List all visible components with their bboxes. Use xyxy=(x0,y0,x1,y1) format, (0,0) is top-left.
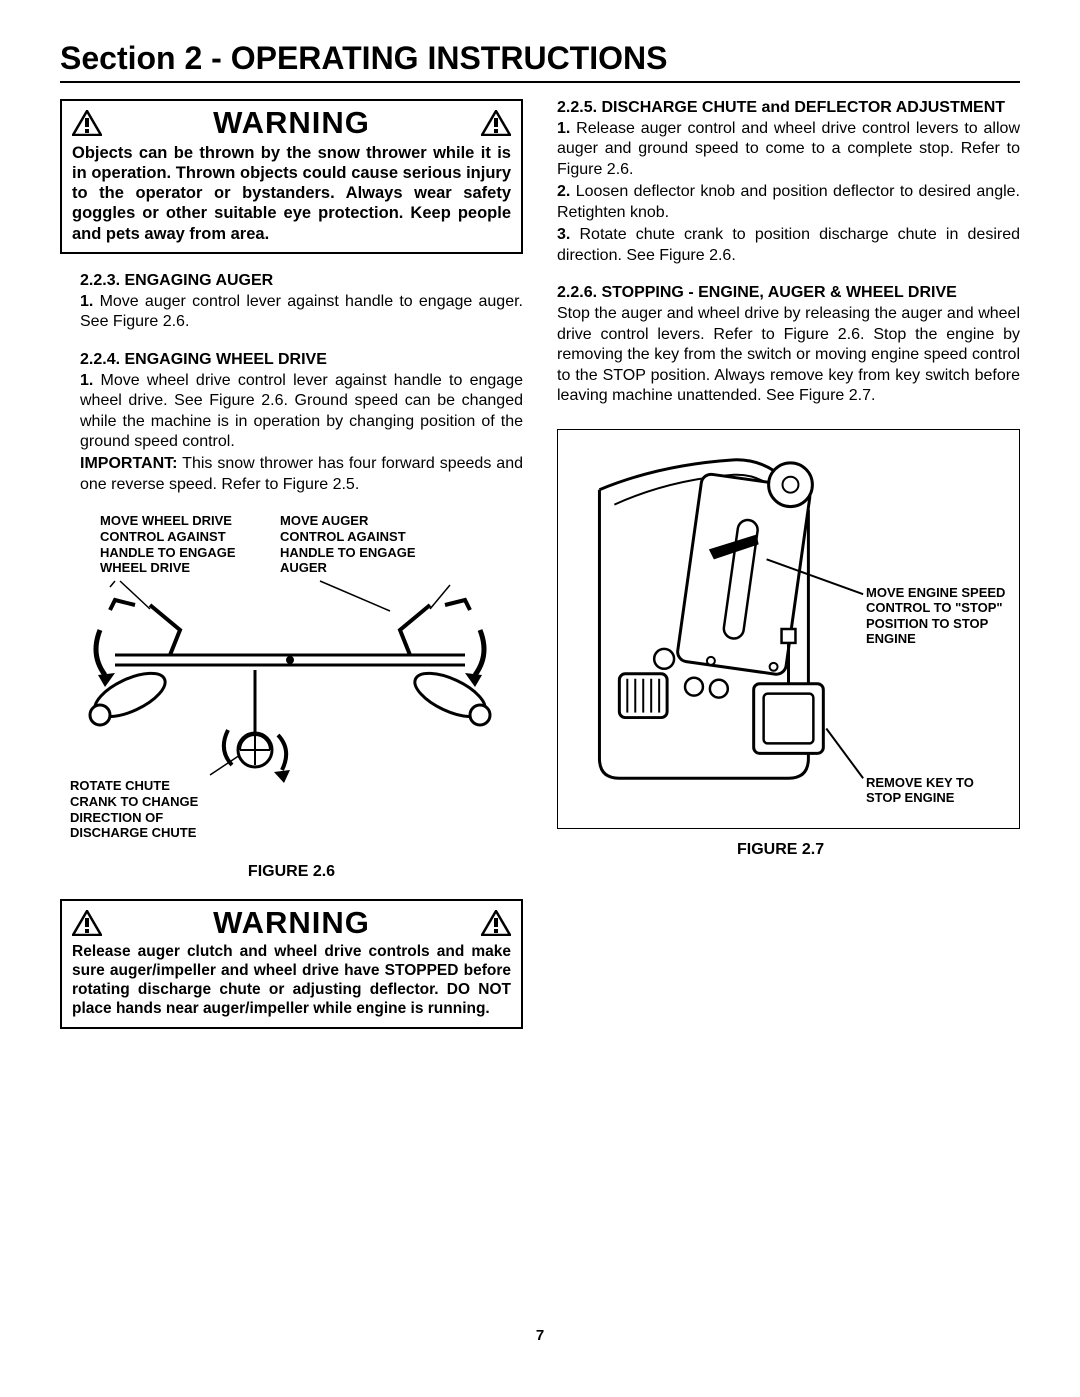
warning-box-1: WARNING Objects can be thrown by the sno… xyxy=(60,99,523,254)
warning-triangle-icon xyxy=(72,910,102,936)
para-225-3: 3. Rotate chute crank to position discha… xyxy=(557,225,1020,266)
para-text: Loosen deflector knob and position defle… xyxy=(557,183,1020,220)
figure-2-7: MOVE ENGINE SPEED CONTROL TO "STOP" POSI… xyxy=(557,429,1020,829)
warning-triangle-icon xyxy=(481,110,511,136)
right-column: 2.2.5. DISCHARGE CHUTE and DEFLECTOR ADJ… xyxy=(557,99,1020,1047)
heading-223: 2.2.3. ENGAGING AUGER xyxy=(60,272,523,290)
para-225-1: 1. Release auger control and wheel drive… xyxy=(557,119,1020,180)
important-label: IMPORTANT: xyxy=(80,455,177,472)
para-224-1: 1. Move wheel drive control lever agains… xyxy=(60,371,523,453)
heading-224: 2.2.4. ENGAGING WHEEL DRIVE xyxy=(60,351,523,369)
callout-auger: MOVE AUGER CONTROL AGAINST HANDLE TO ENG… xyxy=(280,513,430,575)
figure-2-6-label: FIGURE 2.6 xyxy=(60,863,523,881)
para-226-1: Stop the auger and wheel drive by releas… xyxy=(557,304,1020,406)
section-title: Section 2 - OPERATING INSTRUCTIONS xyxy=(60,40,1020,83)
page-number: 7 xyxy=(60,1327,1020,1344)
list-num: 1. xyxy=(557,120,570,137)
callout-chute: ROTATE CHUTE CRANK TO CHANGE DIRECTION O… xyxy=(70,778,220,840)
warning-triangle-icon xyxy=(72,110,102,136)
para-224-2: IMPORTANT: This snow thrower has four fo… xyxy=(60,454,523,495)
heading-226: 2.2.6. STOPPING - ENGINE, AUGER & WHEEL … xyxy=(557,284,1020,302)
callout-speed-control: MOVE ENGINE SPEED CONTROL TO "STOP" POSI… xyxy=(866,585,1011,647)
warning-body: Release auger clutch and wheel drive con… xyxy=(72,943,511,1019)
warning-body: Objects can be thrown by the snow throwe… xyxy=(72,143,511,244)
para-text: Move auger control lever against handle … xyxy=(80,293,523,330)
warning-triangle-icon xyxy=(481,910,511,936)
list-num: 1. xyxy=(80,293,93,310)
handle-diagram xyxy=(60,575,520,795)
figure-2-7-label: FIGURE 2.7 xyxy=(557,841,1020,859)
two-column-layout: WARNING Objects can be thrown by the sno… xyxy=(60,99,1020,1047)
warning-title: WARNING xyxy=(110,905,473,941)
list-num: 3. xyxy=(557,226,570,243)
para-223-1: 1. Move auger control lever against hand… xyxy=(60,292,523,333)
figure-2-6: MOVE WHEEL DRIVE CONTROL AGAINST HANDLE … xyxy=(60,513,523,853)
warning-header: WARNING xyxy=(72,905,511,941)
para-text: Release auger control and wheel drive co… xyxy=(557,120,1020,178)
warning-box-2: WARNING Release auger clutch and wheel d… xyxy=(60,899,523,1029)
para-text: Move wheel drive control lever against h… xyxy=(80,372,523,450)
callout-key: REMOVE KEY TO STOP ENGINE xyxy=(866,775,1011,806)
para-text: Rotate chute crank to position discharge… xyxy=(557,226,1020,263)
para-225-2: 2. Loosen deflector knob and position de… xyxy=(557,182,1020,223)
warning-title: WARNING xyxy=(110,105,473,141)
list-num: 1. xyxy=(80,372,93,389)
list-num: 2. xyxy=(557,183,570,200)
callout-wheel-drive: MOVE WHEEL DRIVE CONTROL AGAINST HANDLE … xyxy=(100,513,260,575)
heading-225: 2.2.5. DISCHARGE CHUTE and DEFLECTOR ADJ… xyxy=(557,99,1020,117)
warning-header: WARNING xyxy=(72,105,511,141)
left-column: WARNING Objects can be thrown by the sno… xyxy=(60,99,523,1047)
